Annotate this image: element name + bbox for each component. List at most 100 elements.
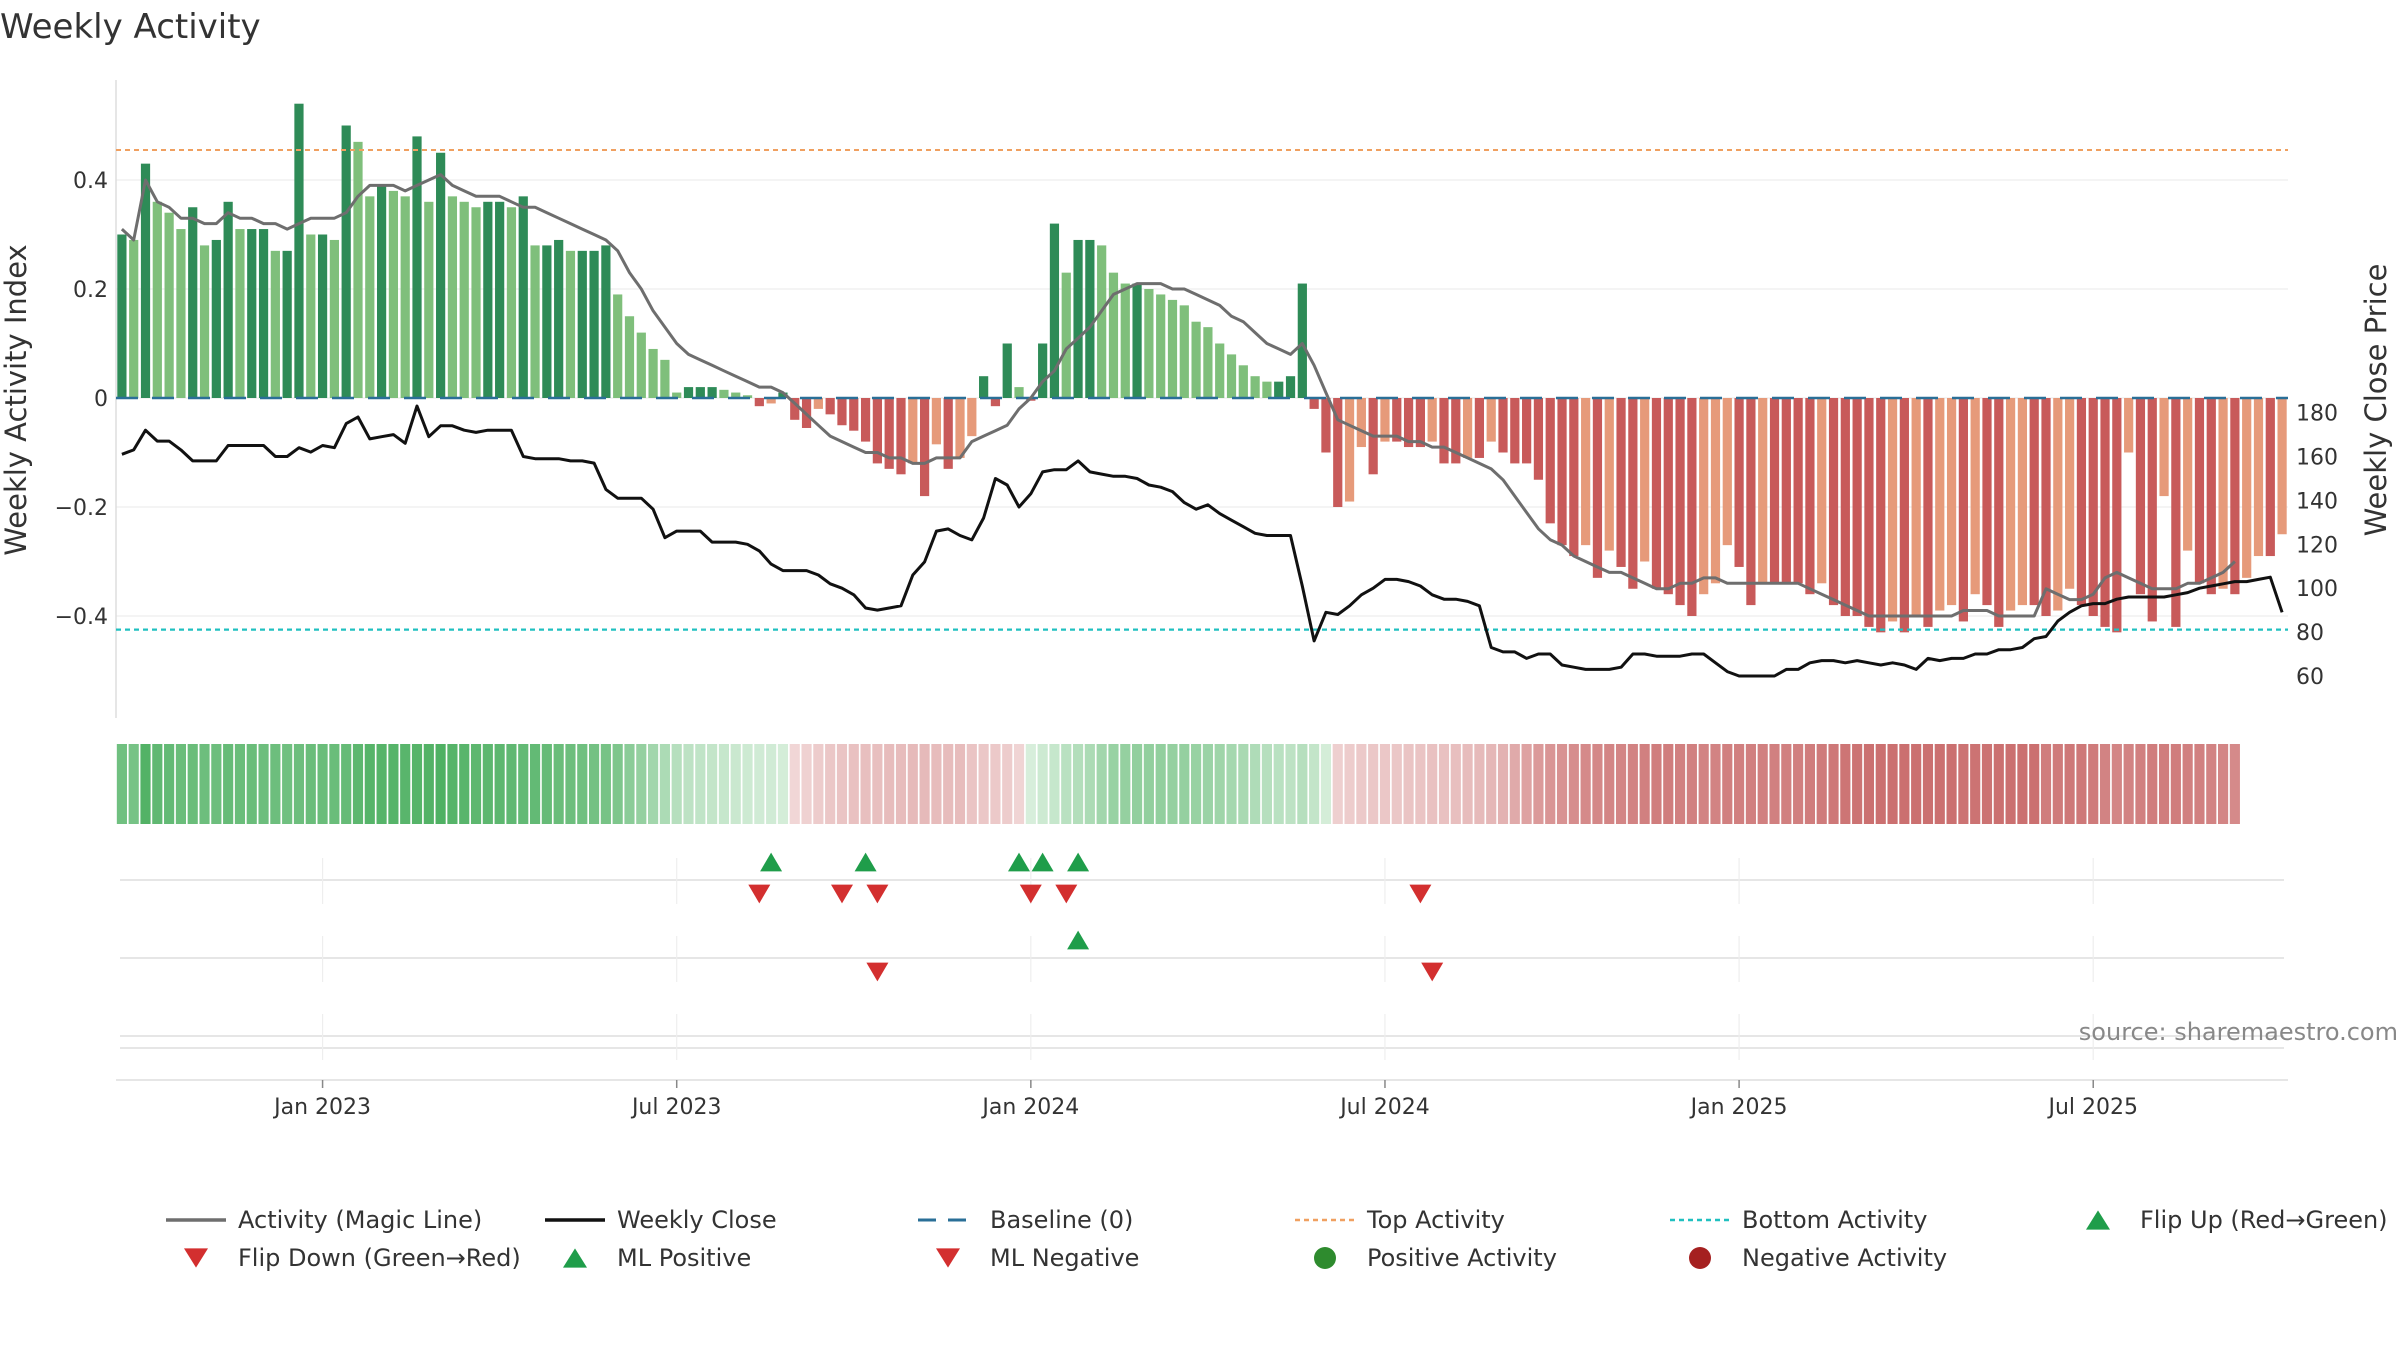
activity-bar — [742, 395, 753, 398]
activity-bar — [565, 250, 576, 398]
activity-bar — [2206, 398, 2216, 595]
activity-bar — [223, 201, 233, 398]
heat-strip-cell — [317, 744, 328, 824]
heat-strip-cell — [423, 744, 434, 824]
heat-strip-cell — [1261, 744, 1272, 824]
activity-bar — [388, 190, 399, 398]
x-tick-label: Jan 2024 — [980, 1095, 1079, 1120]
heat-strip-cell — [801, 744, 812, 824]
heat-strip-cell — [1521, 744, 1532, 824]
x-tick-label: Jul 2023 — [630, 1095, 722, 1120]
activity-bar — [967, 398, 977, 437]
heat-strip-cell — [1781, 744, 1792, 824]
heat-strip-cell — [2206, 744, 2217, 824]
heat-strip-cell — [1403, 744, 1414, 824]
activity-bar — [164, 212, 174, 398]
activity-bar — [1604, 398, 1614, 551]
activity-bar — [1002, 343, 1012, 398]
activity-bar — [2253, 398, 2264, 557]
activity-bar — [1215, 343, 1225, 398]
activity-bar — [1828, 398, 1839, 606]
y-left-tick-label: 0.2 — [73, 278, 108, 303]
activity-bar — [1403, 398, 1414, 448]
heat-strip-cell — [2158, 744, 2170, 824]
heat-strip-cell — [600, 744, 611, 824]
activity-bar — [1557, 398, 1567, 546]
heat-strip-cell — [1214, 744, 1225, 824]
heat-strip-cell — [376, 744, 387, 824]
heat-strip-cell — [164, 744, 175, 824]
flip-down-marker — [1055, 884, 1078, 904]
heat-strip-cell — [1651, 744, 1662, 824]
activity-bar — [1793, 398, 1803, 584]
activity-bar — [1769, 398, 1780, 584]
flip-down-marker — [831, 884, 853, 904]
heat-strip-cell — [541, 744, 552, 824]
heat-strip-cell — [116, 744, 127, 824]
heat-strip-cell — [2088, 744, 2099, 824]
heat-strip-cell — [1250, 744, 1261, 824]
heat-strip-cell — [1533, 744, 1544, 824]
activity-bar — [589, 250, 599, 398]
activity-bar — [2100, 398, 2110, 627]
heat-strip-cell — [1710, 744, 1721, 824]
activity-bar — [1935, 398, 1945, 611]
heat-strip-cell — [1663, 744, 1674, 824]
activity-bar — [754, 398, 764, 407]
heat-strip-cell — [1970, 744, 1981, 824]
activity-bar — [1699, 398, 1709, 595]
activity-bar — [2171, 398, 2181, 627]
heat-strip-cell — [659, 744, 670, 824]
legend: Activity (Magic Line) Weekly Close Baselin… — [166, 1206, 2388, 1272]
legend-item: Top Activity — [1295, 1206, 1505, 1234]
heat-strip-cell — [1981, 744, 1993, 824]
activity-bar — [1474, 398, 1485, 458]
y-right-tick-label: 80 — [2296, 621, 2324, 646]
activity-bar — [1380, 398, 1390, 442]
weekly-close-line — [121, 404, 2284, 678]
flip-down-marker — [866, 884, 889, 904]
heat-strip-cell — [447, 744, 458, 824]
legend-label: ML Negative — [990, 1244, 1139, 1272]
activity-bar — [235, 229, 245, 398]
heat-strip-cell — [2218, 744, 2229, 824]
heat-strip-cell — [1368, 744, 1379, 824]
heat-strip-cell — [943, 744, 954, 824]
y-right-axis-title: Weekly Close Price — [2359, 264, 2393, 537]
activity-bar — [1687, 398, 1697, 616]
heat-strip-cell — [1450, 744, 1461, 824]
heat-strip-cell — [1096, 744, 1107, 824]
heat-strip-cell — [270, 744, 281, 824]
activity-bar — [1415, 398, 1425, 448]
heat-strip-cell — [1592, 744, 1603, 824]
activity-bar — [282, 250, 292, 398]
source-note: source: sharemaestro.com — [2079, 1018, 2398, 1046]
heat-strip-cell — [589, 744, 600, 824]
heat-strip-cell — [1356, 744, 1367, 824]
activity-bar — [1758, 398, 1768, 584]
activity-bar — [294, 103, 304, 398]
heat-strip-cell — [1804, 744, 1815, 824]
activity-bar — [872, 398, 882, 464]
legend-label: Baseline (0) — [990, 1206, 1133, 1234]
heat-strip-cell — [305, 744, 316, 824]
legend-item: Negative Activity — [1689, 1244, 1947, 1272]
flip-down-marker — [748, 884, 771, 904]
activity-bar — [1533, 398, 1544, 480]
activity-bar — [1781, 398, 1791, 584]
activity-bar — [1262, 381, 1272, 398]
heat-strip-cell — [1438, 744, 1450, 824]
heat-strip-cell — [931, 744, 942, 824]
heat-strip-cell — [1167, 744, 1178, 824]
activity-bar — [1982, 398, 1992, 606]
heat-strip-cell — [1899, 744, 1910, 824]
heat-strip-cell — [848, 744, 859, 824]
activity-bar — [1923, 398, 1933, 627]
y-right-tick-label: 140 — [2296, 489, 2338, 514]
heat-strip-cell — [352, 744, 364, 824]
activity-bar — [1462, 398, 1473, 458]
flip-down-marker — [1019, 884, 1042, 904]
activity-bar — [660, 359, 670, 398]
heat-strip-cell — [1627, 744, 1638, 824]
heat-strip-cell — [624, 744, 635, 824]
